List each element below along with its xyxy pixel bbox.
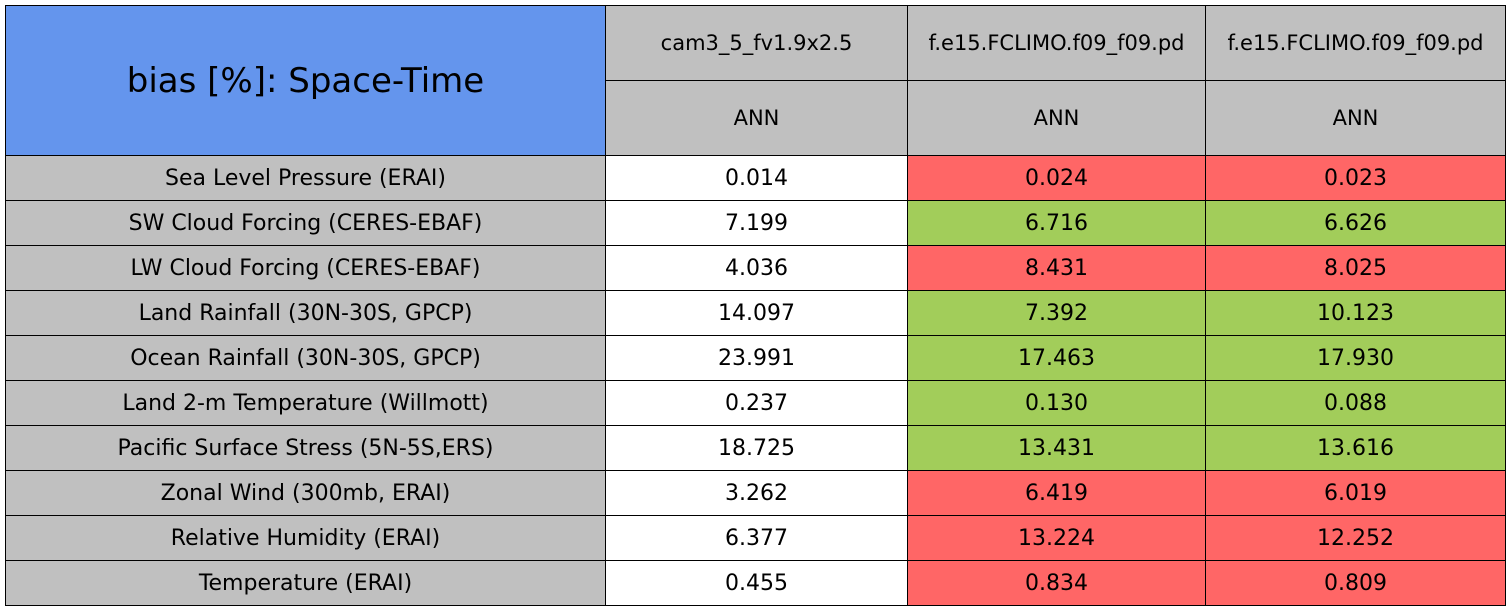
value-cell: 13.224 xyxy=(907,515,1206,561)
row-label: SW Cloud Forcing (CERES-EBAF) xyxy=(5,200,606,246)
season-header: ANN xyxy=(605,80,908,156)
value-cell: 0.024 xyxy=(907,155,1206,201)
row-label: Sea Level Pressure (ERAI) xyxy=(5,155,606,201)
value-cell: 8.431 xyxy=(907,245,1206,291)
value-cell: 0.834 xyxy=(907,560,1206,606)
value-cell: 0.237 xyxy=(605,380,908,426)
value-cell: 14.097 xyxy=(605,290,908,336)
column-header: f.e15.FCLIMO.f09_f09.pd xyxy=(1205,5,1506,81)
row-label: Land Rainfall (30N-30S, GPCP) xyxy=(5,290,606,336)
value-cell: 17.930 xyxy=(1205,335,1506,381)
row-label: Temperature (ERAI) xyxy=(5,560,606,606)
value-cell: 0.023 xyxy=(1205,155,1506,201)
value-cell: 13.616 xyxy=(1205,425,1506,471)
value-cell: 8.025 xyxy=(1205,245,1506,291)
value-cell: 10.123 xyxy=(1205,290,1506,336)
value-cell: 13.431 xyxy=(907,425,1206,471)
value-cell: 12.252 xyxy=(1205,515,1506,561)
value-cell: 0.809 xyxy=(1205,560,1506,606)
value-cell: 0.455 xyxy=(605,560,908,606)
row-label: LW Cloud Forcing (CERES-EBAF) xyxy=(5,245,606,291)
row-label: Relative Humidity (ERAI) xyxy=(5,515,606,561)
column-header: f.e15.FCLIMO.f09_f09.pd xyxy=(907,5,1206,81)
value-cell: 0.014 xyxy=(605,155,908,201)
season-header: ANN xyxy=(907,80,1206,156)
row-label: Pacific Surface Stress (5N-5S,ERS) xyxy=(5,425,606,471)
value-cell: 0.088 xyxy=(1205,380,1506,426)
value-cell: 18.725 xyxy=(605,425,908,471)
value-cell: 7.392 xyxy=(907,290,1206,336)
column-header: cam3_5_fv1.9x2.5 xyxy=(605,5,908,81)
value-cell: 6.377 xyxy=(605,515,908,561)
row-label: Ocean Rainfall (30N-30S, GPCP) xyxy=(5,335,606,381)
value-cell: 4.036 xyxy=(605,245,908,291)
row-label: Land 2-m Temperature (Willmott) xyxy=(5,380,606,426)
value-cell: 6.716 xyxy=(907,200,1206,246)
value-cell: 23.991 xyxy=(605,335,908,381)
table-title: bias [%]: Space-Time xyxy=(5,5,606,156)
value-cell: 7.199 xyxy=(605,200,908,246)
value-cell: 17.463 xyxy=(907,335,1206,381)
value-cell: 6.626 xyxy=(1205,200,1506,246)
row-label: Zonal Wind (300mb, ERAI) xyxy=(5,470,606,516)
value-cell: 6.019 xyxy=(1205,470,1506,516)
season-header: ANN xyxy=(1205,80,1506,156)
value-cell: 0.130 xyxy=(907,380,1206,426)
value-cell: 3.262 xyxy=(605,470,908,516)
value-cell: 6.419 xyxy=(907,470,1206,516)
